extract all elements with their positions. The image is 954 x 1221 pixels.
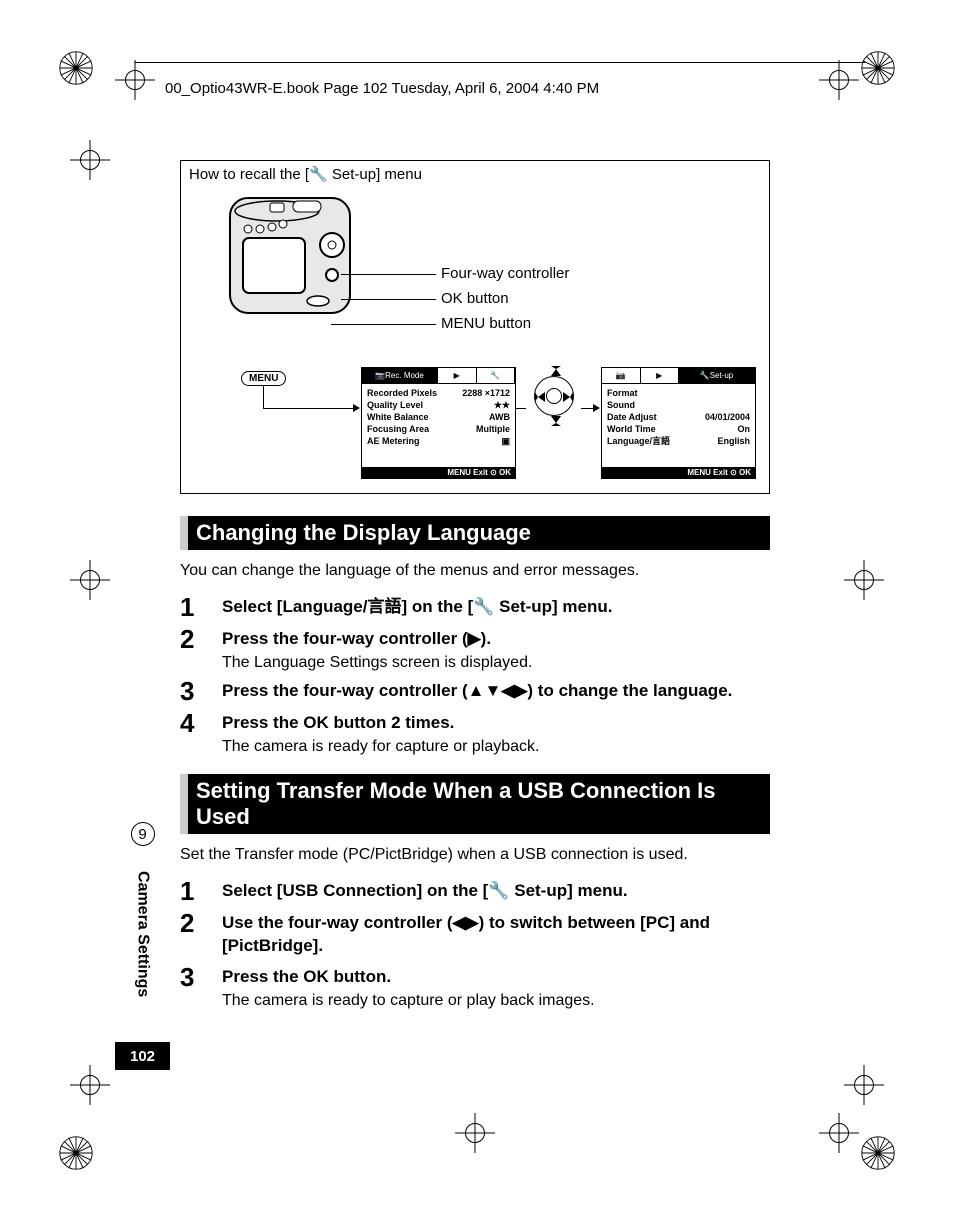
lcd-tab-setup: 🔧 Set-up — [679, 368, 755, 383]
print-register-mark — [860, 1135, 896, 1171]
callout-ok: OK button — [441, 290, 509, 307]
step: 2 Press the four-way controller (▶). The… — [180, 626, 770, 672]
crop-mark — [115, 60, 155, 100]
crop-mark — [70, 140, 110, 180]
crop-mark — [844, 1065, 884, 1105]
lcd-rec-mode: 📷 Rec. Mode ▶ 🔧 Recorded Pixels2288 ×171… — [361, 367, 516, 479]
step: 2 Use the four-way controller (◀▶) to sw… — [180, 910, 770, 958]
lcd-tab-rec: 📷 Rec. Mode — [362, 368, 438, 383]
print-register-mark — [860, 50, 896, 86]
step: 1 Select [Language/言語] on the [🔧 Set-up]… — [180, 594, 770, 620]
step: 3 Press the four-way controller (▲▼◀▶) t… — [180, 678, 770, 704]
chapter-label: Camera Settings — [134, 854, 152, 1014]
callout-line — [341, 274, 436, 275]
crop-mark — [70, 1065, 110, 1105]
callout-line — [341, 299, 436, 300]
crop-mark — [819, 60, 859, 100]
section-heading-language: Changing the Display Language — [180, 516, 770, 550]
recall-menu-diagram: How to recall the [🔧 Set-up] menu Four-w… — [180, 160, 770, 494]
callout-line — [331, 324, 436, 325]
crop-mark — [455, 1113, 495, 1153]
camera-illustration — [215, 183, 365, 333]
section2-intro: Set the Transfer mode (PC/PictBridge) wh… — [180, 846, 770, 864]
callout-four-way: Four-way controller — [441, 265, 569, 282]
step: 4 Press the OK button 2 times. The camer… — [180, 710, 770, 756]
print-register-mark — [58, 1135, 94, 1171]
chapter-side-tab: 9 Camera Settings — [115, 822, 170, 1068]
section1-intro: You can change the language of the menus… — [180, 562, 770, 580]
crop-mark — [819, 1113, 859, 1153]
step: 1 Select [USB Connection] on the [🔧 Set-… — [180, 878, 770, 904]
crop-mark — [844, 560, 884, 600]
chapter-number: 9 — [131, 822, 155, 846]
menu-button-graphic: MENU — [241, 371, 286, 386]
diagram-title: How to recall the [🔧 Set-up] menu — [189, 165, 761, 183]
callout-menu: MENU button — [441, 315, 531, 332]
running-head: 00_Optio43WR-E.book Page 102 Tuesday, Ap… — [165, 80, 599, 97]
lcd-setup: 📷 ▶ 🔧 Set-up Format Sound Date Adjust04/… — [601, 367, 756, 479]
step: 3 Press the OK button. The camera is rea… — [180, 964, 770, 1010]
print-register-mark — [58, 50, 94, 86]
dpad-graphic — [524, 366, 584, 426]
section-heading-usb: Setting Transfer Mode When a USB Connect… — [180, 774, 770, 834]
crop-mark — [70, 560, 110, 600]
header-rule — [135, 62, 865, 63]
page-number: 102 — [115, 1042, 170, 1070]
